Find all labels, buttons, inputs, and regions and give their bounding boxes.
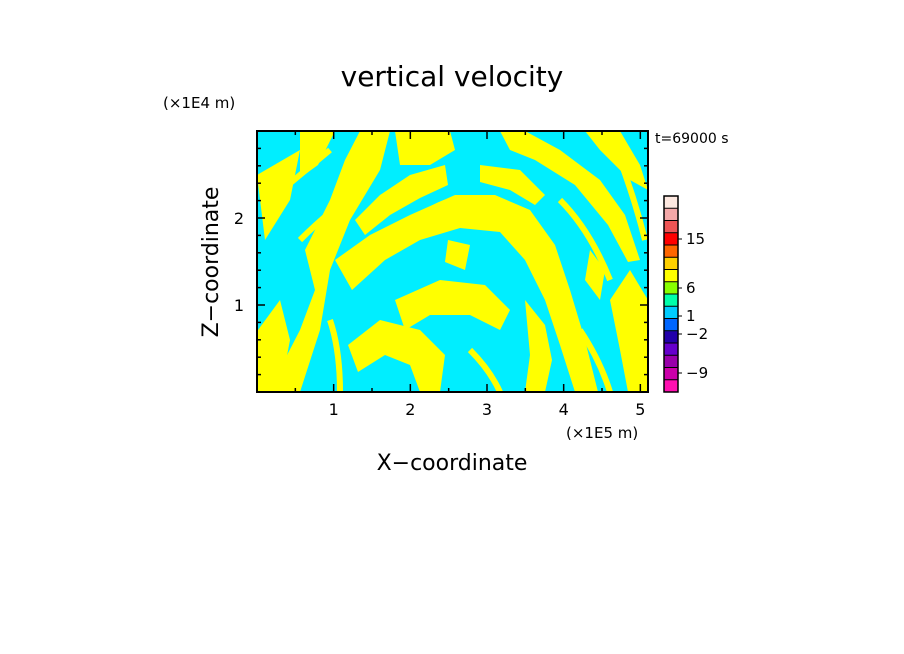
positive-region bbox=[585, 250, 605, 300]
plot-frame bbox=[256, 130, 649, 393]
x-tick-label: 2 bbox=[405, 400, 415, 419]
colorbar-swatch bbox=[664, 355, 678, 368]
y-unit-label: (×1E4 m) bbox=[163, 94, 235, 112]
y-tick-label: 2 bbox=[234, 209, 244, 228]
positive-region bbox=[395, 280, 510, 330]
colorbar-label: 1 bbox=[686, 307, 696, 325]
colorbar-swatch bbox=[664, 367, 678, 381]
colorbar-label: −2 bbox=[686, 325, 708, 343]
positive-region bbox=[480, 165, 545, 205]
colorbar-swatch bbox=[664, 208, 678, 221]
colorbar-label: −9 bbox=[686, 364, 708, 382]
colorbar-swatch bbox=[664, 257, 678, 270]
positive-streak bbox=[428, 195, 481, 213]
time-label: t=69000 s bbox=[655, 131, 729, 147]
colorbar-swatch bbox=[664, 330, 678, 344]
colorbar-swatch bbox=[664, 269, 678, 283]
colorbar-label: 6 bbox=[686, 279, 696, 297]
y-tick-label: 1 bbox=[234, 296, 244, 315]
positive-region bbox=[395, 131, 455, 165]
colorbar: 15 6 1−2 −9 bbox=[663, 195, 708, 393]
colorbar-frame bbox=[663, 195, 679, 393]
y-axis-label: Z−coordinate bbox=[199, 187, 224, 338]
colorbar-swatch bbox=[664, 343, 678, 356]
positive-region bbox=[268, 131, 390, 392]
colorbar-swatch bbox=[664, 220, 678, 234]
x-tick-label: 3 bbox=[482, 400, 492, 419]
colorbar-swatch bbox=[664, 379, 678, 393]
positive-streak bbox=[617, 158, 648, 241]
colorbar-swatch bbox=[664, 294, 678, 307]
positive-streak bbox=[268, 147, 332, 203]
colorbar-swatch bbox=[664, 306, 678, 319]
x-tick-label: 5 bbox=[635, 400, 645, 419]
y-axis: 12 bbox=[234, 147, 648, 376]
x-tick-label: 4 bbox=[559, 400, 569, 419]
colorbar-swatch bbox=[664, 232, 678, 246]
positive-region bbox=[610, 270, 648, 392]
x-unit-label: (×1E5 m) bbox=[566, 424, 638, 442]
colorbar-swatch bbox=[664, 318, 678, 332]
chart-title: vertical velocity bbox=[341, 60, 564, 93]
velocity-field bbox=[257, 131, 648, 392]
positive-region bbox=[525, 300, 552, 392]
positive-streak bbox=[297, 187, 362, 243]
positive-region bbox=[585, 131, 648, 190]
positive-region bbox=[258, 300, 290, 392]
colorbar-swatch bbox=[664, 245, 678, 258]
x-axis: 1 2 3 4 5 bbox=[294, 131, 645, 419]
colorbar-swatch bbox=[664, 196, 678, 209]
positive-streak bbox=[467, 347, 503, 392]
colorbar-label: 15 bbox=[686, 230, 705, 248]
x-axis-label: X−coordinate bbox=[377, 451, 528, 476]
positive-region bbox=[445, 240, 470, 270]
x-tick-label: 1 bbox=[329, 400, 339, 419]
positive-streak bbox=[327, 319, 343, 392]
positive-region bbox=[355, 165, 448, 235]
colorbar-swatch bbox=[664, 281, 678, 295]
positive-region bbox=[335, 195, 598, 392]
positive-region bbox=[500, 131, 640, 262]
positive-streak bbox=[577, 328, 613, 392]
positive-streak bbox=[557, 197, 613, 282]
positive-region bbox=[348, 320, 445, 392]
